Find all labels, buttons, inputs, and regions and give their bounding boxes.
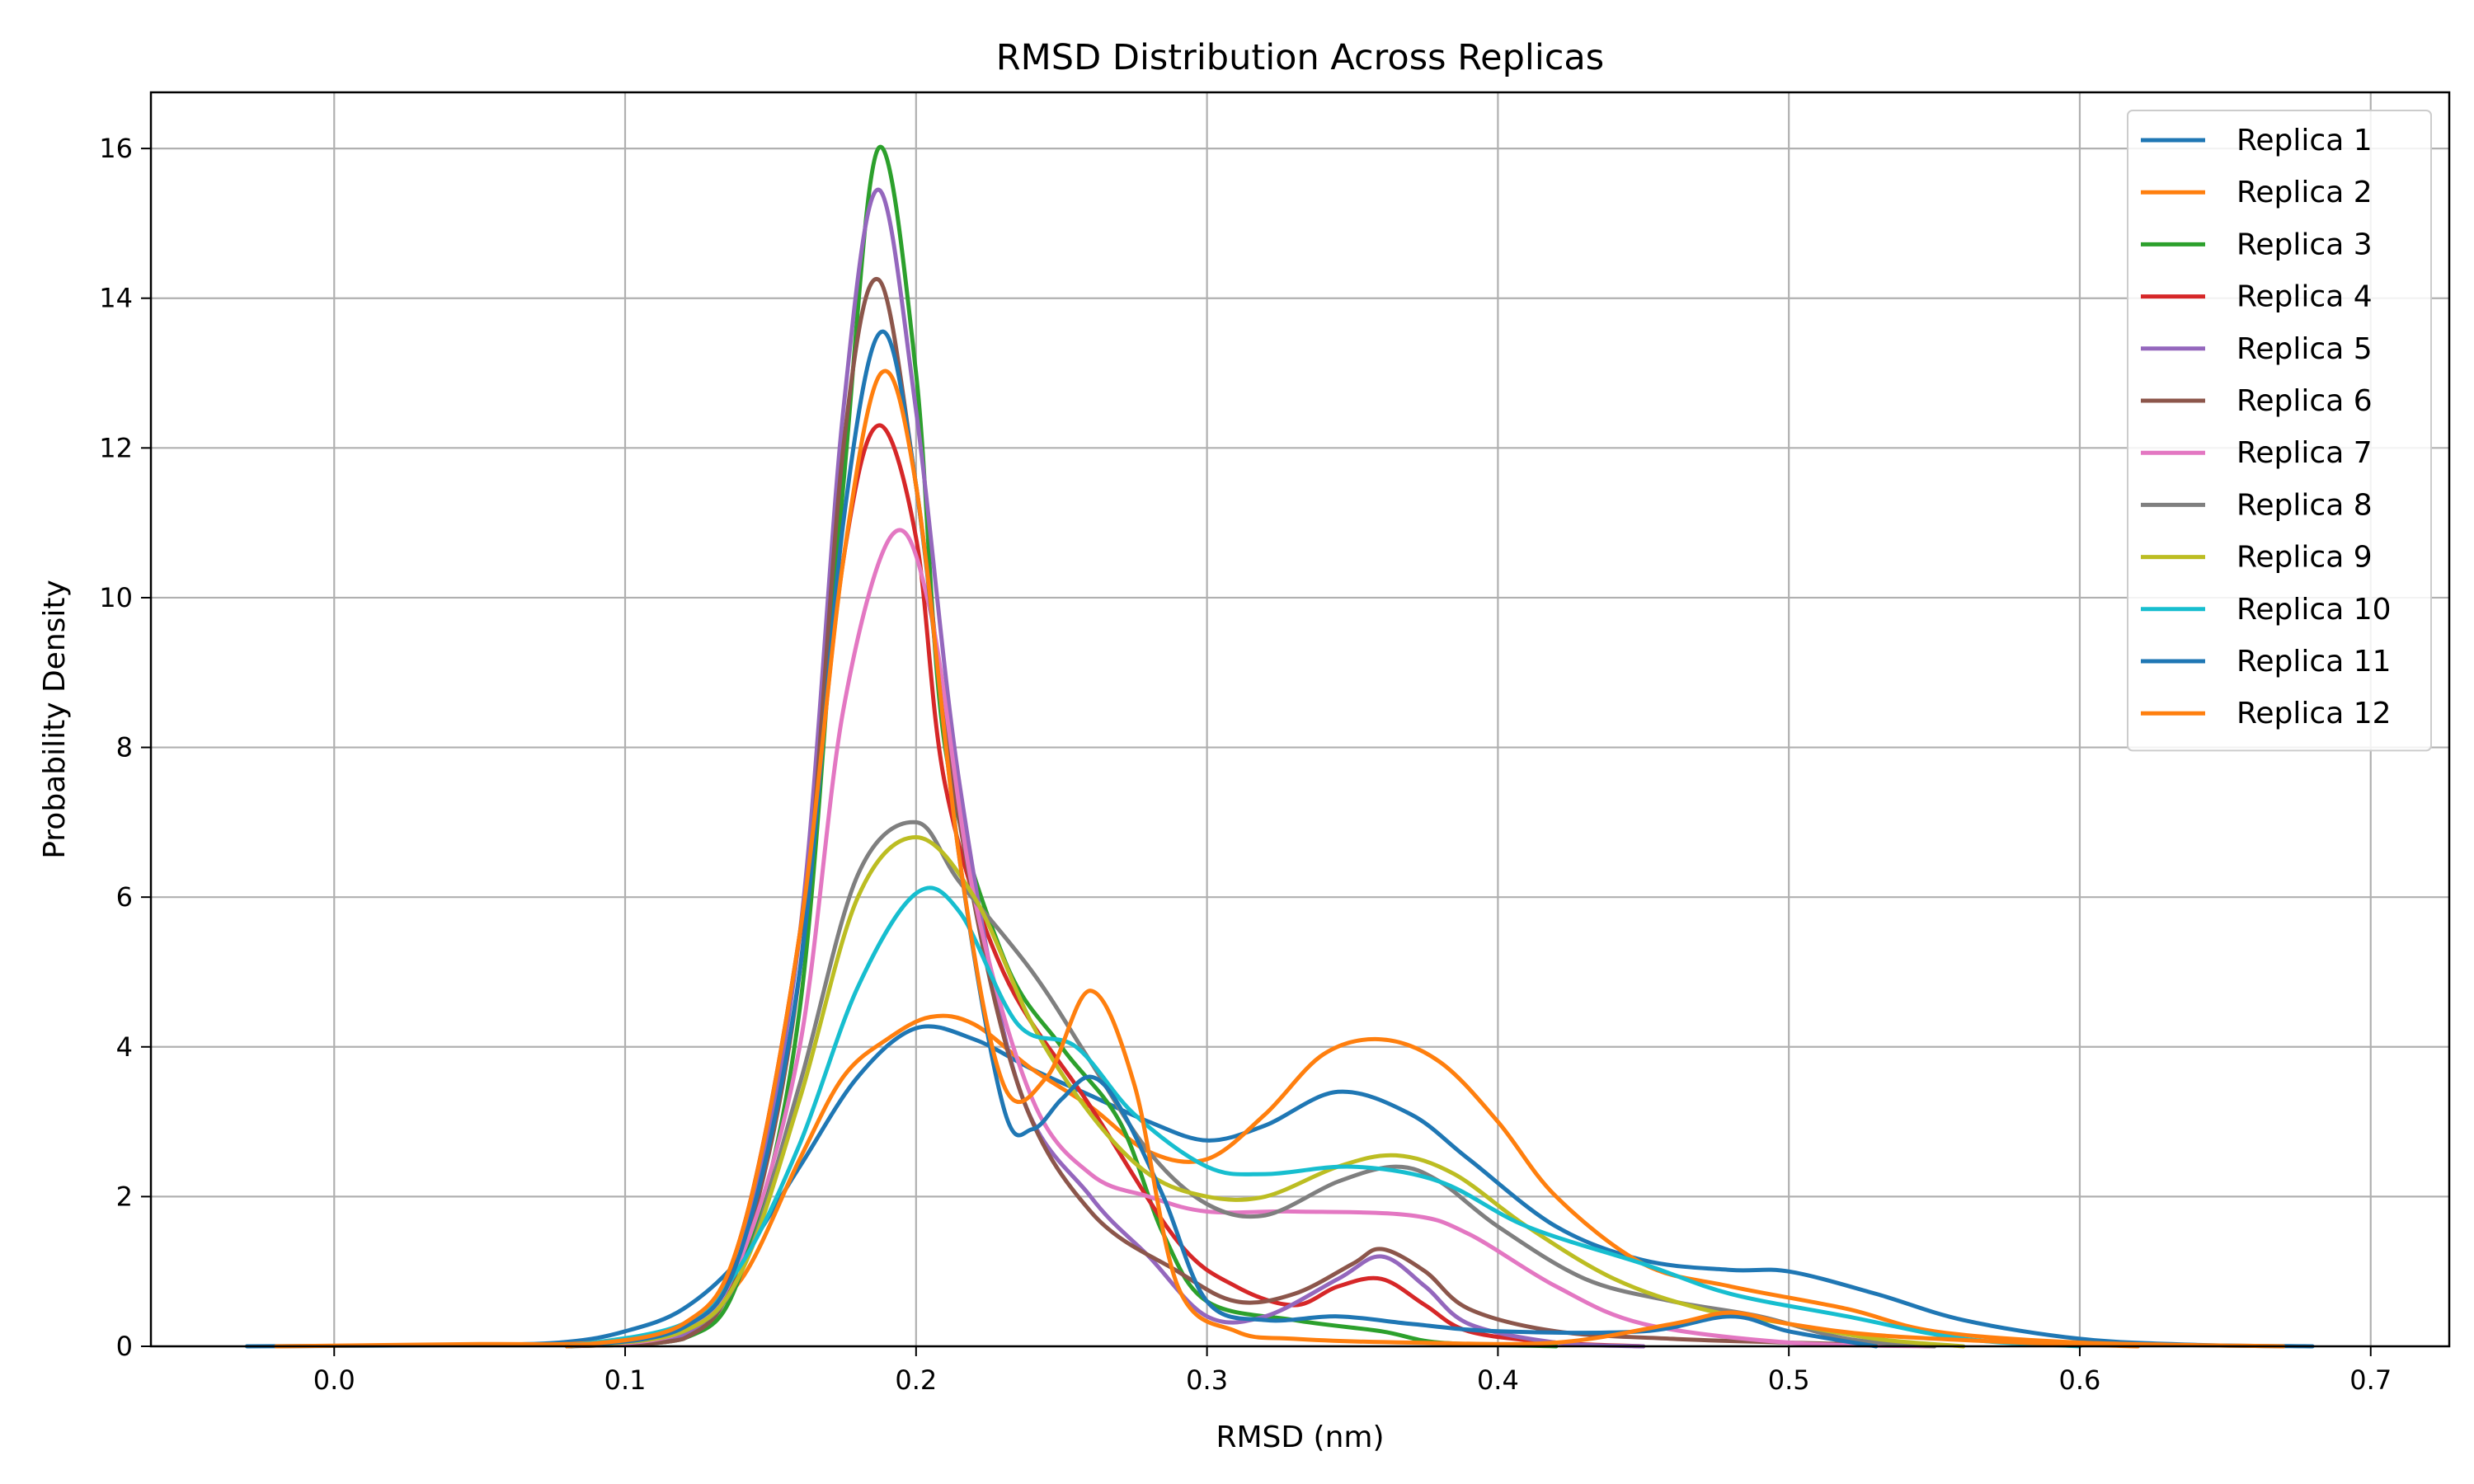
x-tick-label: 0.2: [895, 1364, 937, 1396]
y-tick-label: 6: [116, 881, 133, 913]
legend-label: Replica 7: [2236, 436, 2373, 470]
x-tick-label: 0.4: [1477, 1364, 1519, 1396]
y-tick-label: 4: [116, 1031, 133, 1063]
y-tick-label: 2: [116, 1181, 133, 1212]
y-tick-label: 12: [99, 432, 133, 463]
plot-frame: [149, 91, 2451, 1348]
legend-label: Replica 11: [2236, 645, 2392, 679]
x-tick-label: 0.3: [1186, 1364, 1228, 1396]
legend-label: Replica 1: [2236, 124, 2373, 157]
legend: Replica 1 Replica 2 Replica 3 Replica 4 Repl…: [2127, 110, 2432, 752]
x-tick-label: 0.7: [2349, 1364, 2392, 1396]
series-line-replica-10: [565, 885, 2082, 1349]
y-tick-label: 16: [99, 133, 133, 164]
series-lines: [244, 144, 2315, 1349]
y-tick-label: 10: [99, 582, 133, 613]
grid: [151, 92, 2449, 1348]
series-line-replica-7: [565, 528, 1937, 1349]
legend-label: Replica 8: [2236, 488, 2373, 522]
x-tick-label: 0.0: [313, 1364, 355, 1396]
legend-label: Replica 9: [2236, 541, 2373, 575]
x-tick-label: 0.5: [1768, 1364, 1810, 1396]
series-line-replica-11: [565, 329, 1879, 1349]
legend-label: Replica 5: [2236, 332, 2373, 366]
series-line-replica-1: [244, 1024, 2315, 1349]
x-tick-label: 0.1: [604, 1364, 647, 1396]
y-axis-label: Probability Density: [38, 580, 72, 859]
x-axis-label: RMSD (nm): [1216, 1421, 1384, 1454]
y-tick-label: 0: [116, 1331, 133, 1362]
legend-label: Replica 2: [2236, 176, 2373, 209]
y-tick-label: 14: [99, 283, 133, 314]
x-tick-label: 0.6: [2059, 1364, 2101, 1396]
legend-label: Replica 10: [2236, 593, 2392, 627]
chart-title: RMSD Distribution Across Replicas: [996, 37, 1604, 78]
legend-label: Replica 4: [2236, 280, 2373, 314]
legend-label: Replica 12: [2236, 697, 2392, 730]
axis-ticks: 0.0 0.1 0.2 0.3 0.4 0.5 0.6 0.7 0 2 4 6 8 10 12 14 16: [99, 133, 2392, 1396]
series-line-replica-12: [565, 369, 2140, 1349]
legend-label: Replica 3: [2236, 228, 2373, 261]
legend-frame: [2127, 110, 2432, 752]
series-line-replica-9: [565, 835, 1966, 1349]
y-tick-label: 8: [116, 732, 133, 763]
legend-label: Replica 6: [2236, 384, 2373, 418]
